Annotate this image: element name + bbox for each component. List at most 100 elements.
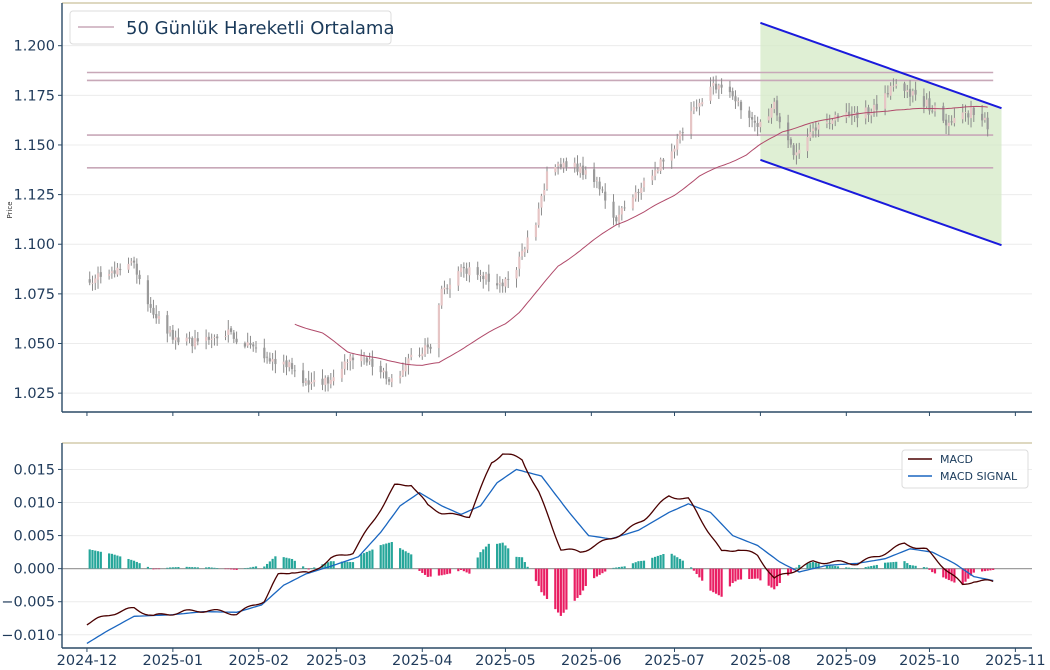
candle-body (798, 149, 801, 154)
candle-body (465, 268, 468, 274)
histogram-bar (595, 568, 598, 577)
histogram-bar (271, 558, 274, 569)
candle-body (593, 169, 596, 183)
histogram-bar (931, 568, 934, 573)
histogram-bar (773, 568, 776, 590)
candle-body (534, 225, 538, 237)
candle-body (950, 121, 953, 123)
candle-body (584, 170, 587, 175)
histogram-bar (307, 568, 310, 570)
macd-signal-line (86, 468, 994, 644)
macd-legend: MACD MACD SIGNAL (901, 449, 1029, 489)
histogram-bar (94, 550, 97, 569)
legend-macd-signal-label: MACD SIGNAL (940, 470, 1018, 483)
histogram-bar (340, 561, 344, 569)
candle-body (224, 336, 227, 338)
candle-body (814, 127, 817, 131)
histogram-bar (188, 566, 191, 569)
histogram-bar (459, 568, 463, 570)
price-legend: 50 Günlük Hareketli Ortalama (69, 10, 394, 45)
price-y-tick-label: 1.100 (13, 237, 55, 253)
histogram-bar (720, 568, 723, 597)
candle-body (792, 145, 795, 156)
candle-body (401, 370, 404, 376)
histogram-bar (728, 568, 732, 587)
candle-body (457, 271, 460, 286)
histogram-bar (847, 567, 851, 569)
candle-body (404, 365, 407, 372)
channel-lower-line (760, 158, 1002, 247)
candle-body (379, 365, 382, 373)
candle-body (326, 377, 330, 384)
candle-body (507, 278, 510, 280)
histogram-bar (540, 568, 543, 593)
histogram-bar (387, 542, 391, 569)
candle-body (185, 337, 188, 342)
x-tick-label: 2025-10 (899, 653, 960, 669)
histogram-bar (739, 568, 743, 580)
histogram-bar (149, 568, 152, 569)
price-y-tick-label: 1.075 (13, 287, 55, 303)
histogram-bar (942, 568, 945, 578)
candle-body (615, 217, 618, 222)
candle-body (437, 304, 441, 349)
histogram-bar (884, 562, 887, 569)
histogram-bar (410, 554, 413, 569)
candle-body (268, 358, 271, 362)
candle-body (446, 288, 449, 290)
candle-body (850, 115, 853, 117)
histogram-bar (371, 549, 374, 569)
candle-body (720, 84, 723, 88)
histogram-bar (382, 544, 385, 569)
histogram-bar (487, 543, 490, 569)
candle-body (903, 83, 906, 91)
histogram-bar (116, 555, 119, 569)
histogram-bar (152, 568, 155, 570)
histogram-bar (379, 545, 382, 569)
histogram-bar (526, 566, 529, 569)
candle-body (701, 102, 704, 105)
histogram-bar (676, 557, 679, 569)
histogram-bar (709, 568, 712, 591)
histogram-bar (662, 554, 665, 569)
candle-body (515, 269, 518, 279)
candle-body (914, 89, 917, 95)
candle-body (944, 119, 948, 126)
candle-body (931, 110, 934, 112)
macd-y-tick-label: −0.005 (1, 595, 55, 611)
histogram-bar (834, 566, 837, 569)
candle-body (778, 116, 781, 123)
macd-y-tick-label: 0.015 (13, 462, 55, 478)
histogram-bar (867, 566, 870, 569)
candle-body (847, 111, 851, 115)
candle-body (399, 375, 402, 379)
candle-body (418, 354, 421, 356)
candle-body (634, 192, 637, 199)
candle-body (130, 261, 133, 263)
histogram-bar (695, 568, 698, 575)
candle-body (617, 214, 621, 223)
histogram-bar (969, 568, 973, 576)
macd-histogram (88, 542, 995, 616)
histogram-bar (157, 568, 161, 570)
histogram-bar (110, 553, 113, 569)
histogram-bar (759, 568, 762, 581)
moving-average-line (294, 105, 988, 366)
candle-body (922, 96, 926, 107)
candle-body (243, 343, 247, 347)
histogram-bar (886, 562, 889, 569)
x-tick-label: 2025-04 (392, 653, 453, 669)
histogram-bar (498, 543, 501, 569)
histogram-bar (748, 568, 751, 580)
candle-body (362, 356, 366, 358)
candle-body (698, 102, 701, 107)
histogram-bar (288, 558, 291, 569)
histogram-bar (166, 567, 169, 569)
candle-body (310, 381, 313, 384)
histogram-bar (714, 568, 718, 594)
histogram-bar (892, 562, 895, 569)
candle-body (265, 356, 269, 358)
candle-body (213, 337, 216, 338)
histogram-bar (484, 546, 488, 569)
candle-body (498, 282, 501, 285)
